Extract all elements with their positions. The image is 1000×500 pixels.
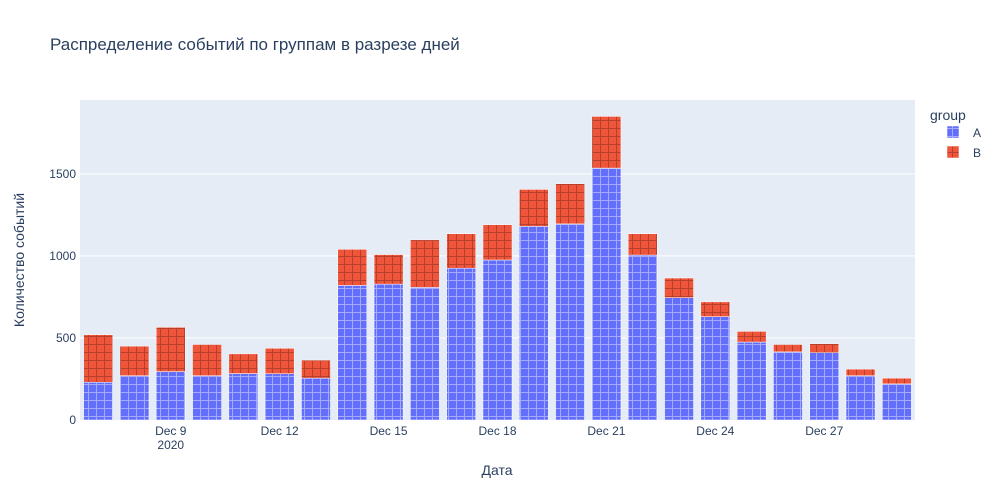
y-tick-label: 1500 — [49, 167, 76, 181]
bar-b — [119, 345, 150, 376]
x-tick-label: Dec 15 — [370, 424, 408, 438]
y-tick-label: 500 — [56, 331, 76, 345]
bar-a — [882, 383, 912, 421]
bar-b — [555, 183, 585, 225]
bar-a — [482, 259, 513, 421]
bar-a — [591, 167, 622, 421]
bar-b — [264, 348, 295, 374]
bar-a — [83, 382, 113, 421]
bar-b — [192, 344, 222, 376]
bar-a — [228, 373, 259, 421]
legend-item-a[interactable]: A — [946, 125, 981, 140]
bar-a — [773, 351, 803, 421]
bar-a — [301, 377, 331, 421]
y-tick-label: 1000 — [49, 249, 76, 263]
bars — [83, 116, 912, 421]
legend-swatch-a — [946, 125, 960, 139]
bar-b — [519, 189, 549, 227]
bar-b — [809, 343, 840, 353]
bar-a — [337, 285, 368, 421]
bar-a — [736, 341, 767, 421]
bar-b — [373, 254, 404, 285]
bar-b — [155, 327, 186, 372]
bar-b — [773, 344, 803, 353]
bar-a — [664, 297, 694, 421]
y-axis-title: Количество событий — [11, 193, 27, 327]
chart-title: Распределение событий по группам в разре… — [50, 35, 460, 54]
bar-b — [446, 233, 476, 269]
bar-a — [264, 373, 295, 421]
bar-a — [519, 226, 549, 421]
x-tick-label: Dec 21 — [587, 424, 625, 438]
legend-title: group — [930, 107, 966, 123]
bar-a — [155, 371, 186, 421]
bar-b — [410, 239, 440, 288]
x-tick-label: Dec 24 — [696, 424, 734, 438]
bar-b — [301, 359, 331, 379]
bar-a — [192, 375, 222, 421]
x-tick-sublabel: 2020 — [157, 438, 184, 452]
bar-b — [882, 377, 912, 385]
bar-b — [591, 116, 622, 169]
x-axis-title: Дата — [481, 462, 512, 478]
bar-b — [627, 233, 658, 256]
bar-b — [700, 301, 731, 317]
bar-a — [700, 316, 731, 421]
bar-b — [228, 353, 259, 374]
legend-swatch-b — [946, 145, 960, 159]
legend-item-b[interactable]: B — [946, 145, 981, 160]
bar-a — [119, 375, 150, 421]
legend[interactable]: group A B — [930, 107, 981, 160]
bar-b — [482, 224, 513, 261]
legend-label-b: B — [973, 146, 981, 160]
x-tick-label: Dec 27 — [805, 424, 843, 438]
bar-b — [736, 331, 767, 343]
bar-a — [627, 254, 658, 421]
bar-a — [809, 352, 840, 421]
bar-a — [373, 283, 404, 421]
bar-a — [555, 223, 585, 421]
bar-a — [446, 267, 476, 421]
bar-a — [410, 287, 440, 421]
x-tick-label: Dec 18 — [478, 424, 516, 438]
legend-label-a: A — [973, 126, 981, 140]
x-tick-label: Dec 9 — [155, 424, 187, 438]
y-tick-label: 0 — [69, 413, 76, 427]
bar-b — [845, 368, 876, 376]
bar-b — [337, 249, 368, 286]
bar-b — [664, 277, 694, 298]
bar-a — [845, 375, 876, 421]
y-ticks: 0 500 1000 1500 — [49, 167, 76, 427]
bar-b — [83, 334, 113, 383]
x-tick-label: Dec 12 — [261, 424, 299, 438]
